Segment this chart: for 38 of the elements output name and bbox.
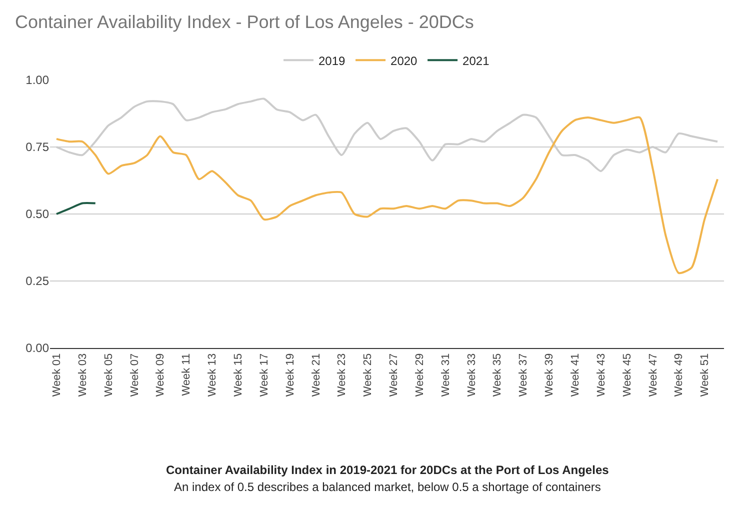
x-tick-label: Week 07: [128, 353, 141, 397]
x-tick-label: Week 25: [362, 353, 374, 397]
x-tick-label: Week 51: [699, 353, 712, 397]
x-tick-label: Week 05: [102, 353, 115, 397]
x-tick-label: Week 35: [492, 353, 504, 397]
x-tick-label: Week 43: [595, 353, 608, 397]
x-tick-label: Week 15: [232, 353, 245, 397]
x-tick-label: Week 03: [76, 353, 89, 397]
x-tick-label: Week 29: [414, 353, 426, 397]
x-tick-label: Week 33: [466, 353, 478, 397]
x-tick-label: Week 23: [336, 353, 348, 397]
text: Container Availability Index in 2019-2021 for 20DCs at the Port of Los Angeles: [166, 463, 610, 477]
x-tick-label: Week 19: [284, 353, 296, 397]
y-tick-label: 0.50: [26, 207, 50, 222]
x-tick-label: Week 37: [518, 353, 530, 397]
y-tick-label: 0.75: [26, 140, 50, 154]
x-tick-label: Week 01: [51, 353, 64, 397]
y-tick-label: 1.00: [26, 73, 50, 88]
x-tick-label: Week 17: [258, 353, 270, 397]
legend-label: 2021: [462, 54, 490, 68]
x-tick-label: Week 31: [440, 353, 452, 397]
x-tick-label: Week 27: [388, 353, 400, 397]
x-tick-label: Week 47: [647, 353, 660, 397]
y-tick-label: 0.00: [26, 341, 50, 356]
x-tick-label: Week 21: [310, 353, 322, 397]
text: An index of 0.5 describes a balanced market, below 0.5 a shortage of containers: [174, 480, 601, 494]
line-series: [55, 116, 719, 274]
y-tick-label: 0.25: [26, 274, 50, 288]
x-tick-label: Week 41: [570, 353, 582, 397]
legend-label: 2019: [318, 54, 346, 68]
legend-label: 2020: [390, 54, 418, 68]
x-tick-label: Week 49: [673, 353, 686, 397]
x-tick-label: Week 11: [180, 353, 193, 396]
x-tick-label: Week 39: [544, 353, 556, 397]
x-tick-label: Week 13: [206, 353, 219, 397]
x-tick-label: Week 45: [621, 353, 634, 397]
chart-title: Container Availability Index - Port of Los Angeles - 20DCs: [14, 12, 474, 32]
x-tick-label: Week 09: [154, 353, 167, 397]
